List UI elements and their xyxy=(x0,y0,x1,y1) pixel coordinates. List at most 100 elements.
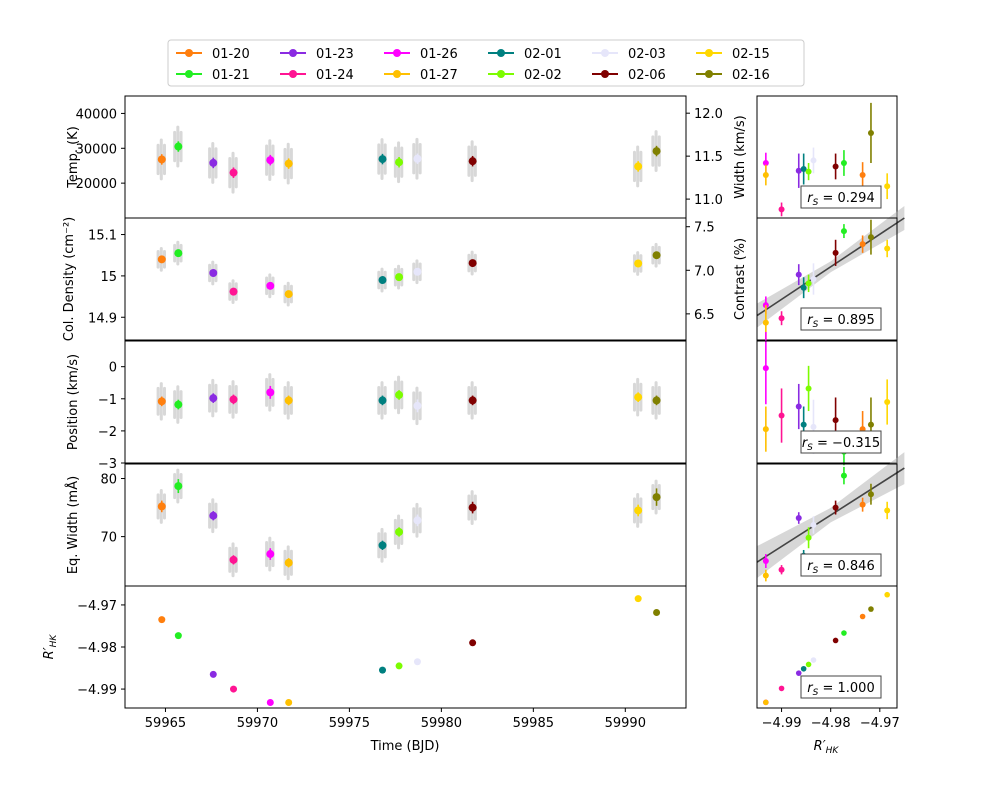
y-tick-label: −4.99 xyxy=(77,683,117,698)
corr-point-02-15 xyxy=(884,183,891,190)
data-point-02-01 xyxy=(378,541,387,550)
right-y-tick-label: 6.5 xyxy=(694,308,715,323)
y-tick-label: 30000 xyxy=(76,142,117,157)
data-point-01-26 xyxy=(266,156,275,165)
data-point-01-27 xyxy=(284,396,293,405)
rs-box xyxy=(800,185,882,209)
data-point-01-21 xyxy=(174,249,183,258)
rs-box xyxy=(800,553,882,577)
data-point-02-01 xyxy=(378,396,387,405)
data-point-02-03 xyxy=(413,658,421,666)
data-point-02-15 xyxy=(634,393,643,402)
data-point-02-03 xyxy=(413,154,422,163)
y-tick-label: 15 xyxy=(100,270,117,285)
y-tick-label: −2 xyxy=(98,425,117,440)
legend-marker xyxy=(497,49,505,57)
right-y-tick-label: 11.0 xyxy=(694,193,723,208)
corr-point-02-01 xyxy=(800,284,807,291)
data-point-02-02 xyxy=(395,273,404,282)
rs-value: rS = 0.294 xyxy=(807,191,874,208)
data-point-02-02 xyxy=(395,662,403,670)
corr-point-02-03 xyxy=(810,157,817,164)
legend-label: 01-21 xyxy=(212,68,250,83)
data-point-01-26 xyxy=(266,388,275,397)
right-y-axis-label: Contrast (%) xyxy=(733,238,748,320)
corr-point-01-26 xyxy=(762,558,769,565)
y-tick-label: −4.98 xyxy=(77,641,117,656)
panel-frame xyxy=(124,585,687,709)
y-tick-label: 40000 xyxy=(76,107,117,122)
right-y-tick-label: 12.0 xyxy=(694,107,723,122)
correlation-panels: rS = 0.294 rS = 0.895 rS = −0.315 rS = 0.84… xyxy=(756,95,905,731)
corr-panel-eqwidth: rS = 0.846 xyxy=(756,452,905,587)
corr-point-02-02 xyxy=(805,534,812,541)
right-x-tick-label: −4.99 xyxy=(762,716,802,731)
legend-label: 01-23 xyxy=(316,47,354,62)
corr-point-02-06 xyxy=(832,504,839,511)
corr-point-02-06 xyxy=(832,163,839,170)
data-point-02-16 xyxy=(652,251,661,260)
corr-point-02-16 xyxy=(867,129,874,136)
data-point-02-01 xyxy=(378,155,387,164)
right-x-axis-label: R′HK xyxy=(814,739,840,756)
corr-panel-frame xyxy=(756,585,898,709)
legend-label: 02-16 xyxy=(732,68,770,83)
data-point-02-01 xyxy=(379,666,387,674)
legend-label: 01-24 xyxy=(316,68,354,83)
data-point-02-06 xyxy=(469,639,477,647)
data-point-01-23 xyxy=(209,269,218,278)
data-point-01-20 xyxy=(157,397,166,406)
panel-rhk: −4.99 −4.98 −4.97 R′HK 59965 59970 59975 59980 5… xyxy=(42,585,687,731)
rs-value: rS = 1.000 xyxy=(807,681,874,698)
data-point-01-23 xyxy=(209,670,217,678)
x-tick-label: 59975 xyxy=(329,716,370,731)
corr-point-01-20 xyxy=(859,501,866,508)
legend-label: 02-06 xyxy=(628,68,666,83)
corr-point-02-15 xyxy=(884,507,891,514)
legend-frame xyxy=(167,39,805,87)
corr-panel-position: rS = −0.315 xyxy=(756,331,898,466)
corr-point-01-27 xyxy=(762,426,769,433)
data-point-02-02 xyxy=(395,527,404,536)
corr-panel-coldensity: rS = 0.895 xyxy=(756,206,905,341)
corr-point-02-06 xyxy=(832,637,839,644)
data-point-02-15 xyxy=(634,259,643,268)
corr-point-01-21 xyxy=(840,472,847,479)
time-series-panels: 20000 30000 40000 Temp. (K) 11.0 11.5 12.0 Widt… xyxy=(42,95,748,731)
data-point-01-23 xyxy=(209,158,218,167)
corr-point-02-06 xyxy=(832,249,839,256)
x-tick-label: 59990 xyxy=(605,716,646,731)
corr-point-01-21 xyxy=(840,228,847,235)
corr-point-01-24 xyxy=(778,685,785,692)
data-point-01-23 xyxy=(209,511,218,520)
data-point-01-24 xyxy=(229,555,238,564)
corr-point-02-16 xyxy=(867,421,874,428)
data-point-02-06 xyxy=(468,503,477,512)
corr-point-01-21 xyxy=(841,630,847,636)
legend-marker xyxy=(393,49,401,57)
legend-marker xyxy=(705,70,713,78)
corr-point-01-24 xyxy=(778,412,785,419)
y-tick-label: 80 xyxy=(100,473,117,488)
x-axis-label: Time (BJD) xyxy=(370,739,440,754)
data-point-01-24 xyxy=(230,685,238,693)
legend-marker xyxy=(601,70,609,78)
panel-frame xyxy=(124,340,687,464)
data-point-01-24 xyxy=(229,168,238,177)
data-point-02-03 xyxy=(413,516,422,525)
corr-point-01-23 xyxy=(795,403,802,410)
data-point-01-26 xyxy=(266,699,274,707)
corr-point-01-23 xyxy=(795,670,802,676)
legend-marker xyxy=(601,49,609,57)
legend-label: 02-15 xyxy=(732,47,770,62)
corr-point-01-27 xyxy=(762,572,769,579)
corr-point-01-27 xyxy=(763,699,769,706)
legend-label: 01-20 xyxy=(212,47,250,62)
data-point-01-20 xyxy=(157,255,166,264)
data-point-02-16 xyxy=(652,147,661,156)
corr-point-02-15 xyxy=(884,591,890,598)
corr-point-02-01 xyxy=(800,166,807,173)
data-point-02-02 xyxy=(395,158,404,167)
legend-marker xyxy=(393,70,401,78)
